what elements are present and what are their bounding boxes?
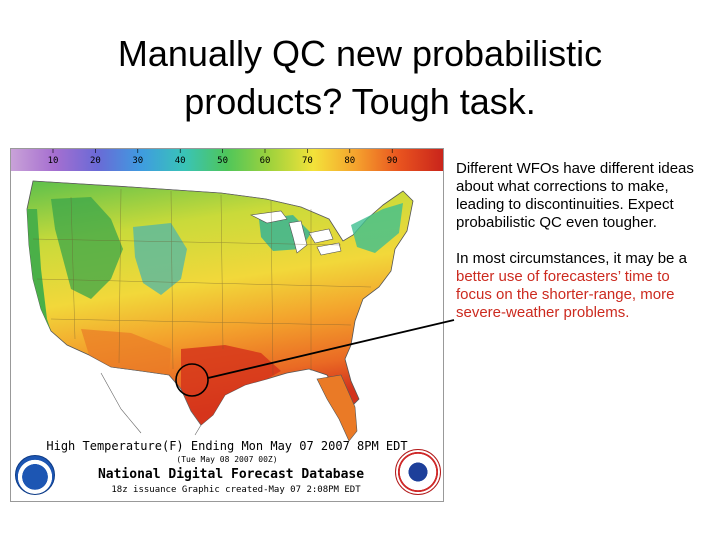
florida: [316, 374, 358, 442]
color-scale-tick-label: 70: [302, 156, 313, 166]
noaa-logo-icon: [15, 455, 55, 495]
cool-northeast-region: [351, 203, 403, 253]
color-scale-tick-label: 90: [387, 156, 398, 166]
color-scale-tick-label: 10: [48, 156, 59, 166]
color-scale-tick-label: 40: [175, 156, 186, 166]
color-scale-bar: [11, 149, 443, 171]
map-caption-database: National Digital Forecast Database: [97, 467, 365, 482]
color-scale-ticks: 10 20 30 40 50 60 70 80 90: [48, 149, 398, 166]
slide-title: Manually QC new probabilistic products? …: [60, 30, 660, 126]
map-caption-issuance: 18z issuance Graphic created-May 07 2:08…: [111, 485, 361, 495]
canada-border: [32, 180, 330, 220]
nws-logo-icon: [395, 449, 441, 495]
recommendation-emphasis: better use of forecasters’ time to focus…: [456, 268, 675, 321]
title-line-1: Manually QC new probabilistic: [117, 33, 603, 74]
color-scale-tick-label: 80: [344, 156, 355, 166]
color-scale-tick-label: 30: [132, 156, 143, 166]
slide-body: Different WFOs have different ideas abou…: [456, 160, 706, 340]
great-lakes: [249, 210, 342, 256]
warm-southwest-region: [81, 329, 171, 375]
cool-mountain-region: [51, 197, 123, 299]
map-caption-title: High Temperature(F) Ending Mon May 07 20…: [46, 439, 408, 453]
paragraph-recommendation: In most circumstances, it may be a bette…: [456, 250, 706, 322]
map-caption-utc: (Tue May 08 2007 00Z): [176, 455, 278, 464]
color-scale-tick-label: 60: [260, 156, 271, 166]
recommendation-lead: In most circumstances, it may be a: [456, 250, 687, 267]
title-line-2: products? Tough task.: [184, 81, 536, 122]
paragraph-discontinuities: Different WFOs have different ideas abou…: [456, 160, 694, 231]
color-scale-tick-label: 20: [90, 156, 101, 166]
pacific-coast-strip: [27, 209, 51, 331]
color-scale-tick-label: 50: [217, 156, 228, 166]
temperature-map-figure: 10 20 30 40 50 60 70 80 90 High Temperature(F) E…: [10, 148, 444, 502]
